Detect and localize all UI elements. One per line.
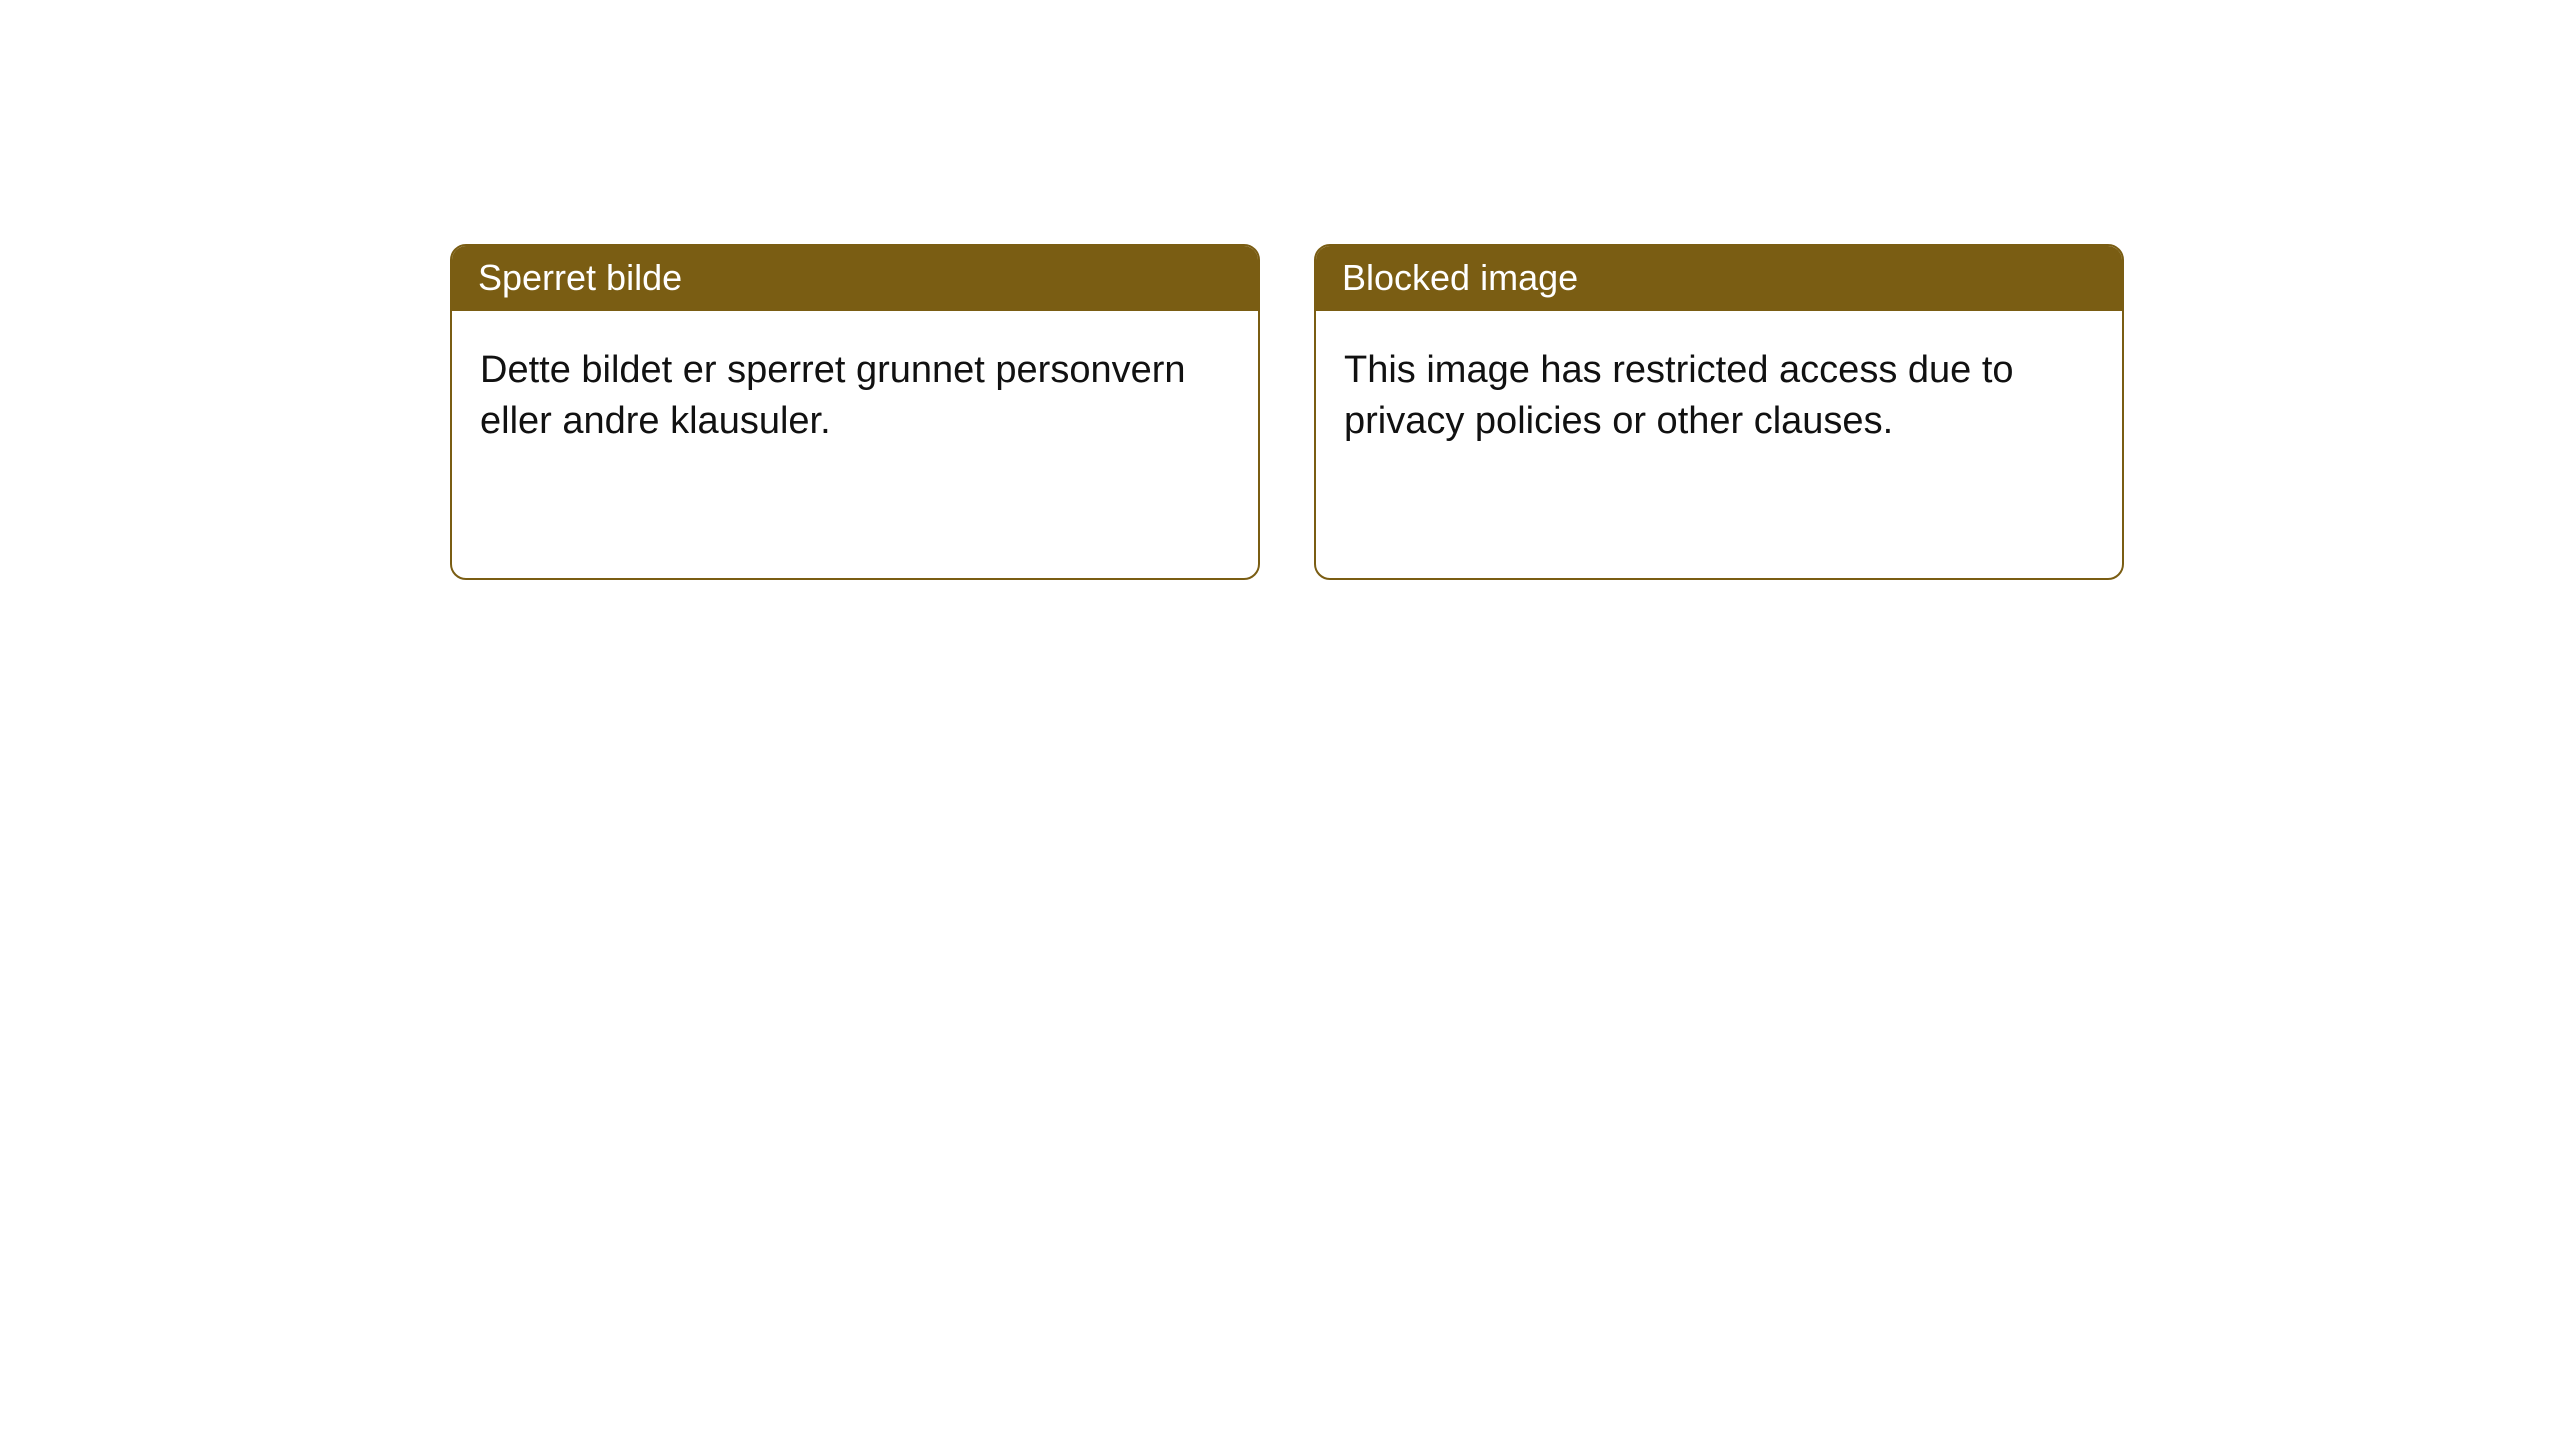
notice-box-english: Blocked image This image has restricted … [1314,244,2124,580]
notice-body: This image has restricted access due to … [1316,311,2122,482]
notice-box-norwegian: Sperret bilde Dette bildet er sperret gr… [450,244,1260,580]
notice-header: Blocked image [1316,246,2122,311]
notice-header: Sperret bilde [452,246,1258,311]
notice-container: Sperret bilde Dette bildet er sperret gr… [0,0,2560,580]
notice-body: Dette bildet er sperret grunnet personve… [452,311,1258,482]
